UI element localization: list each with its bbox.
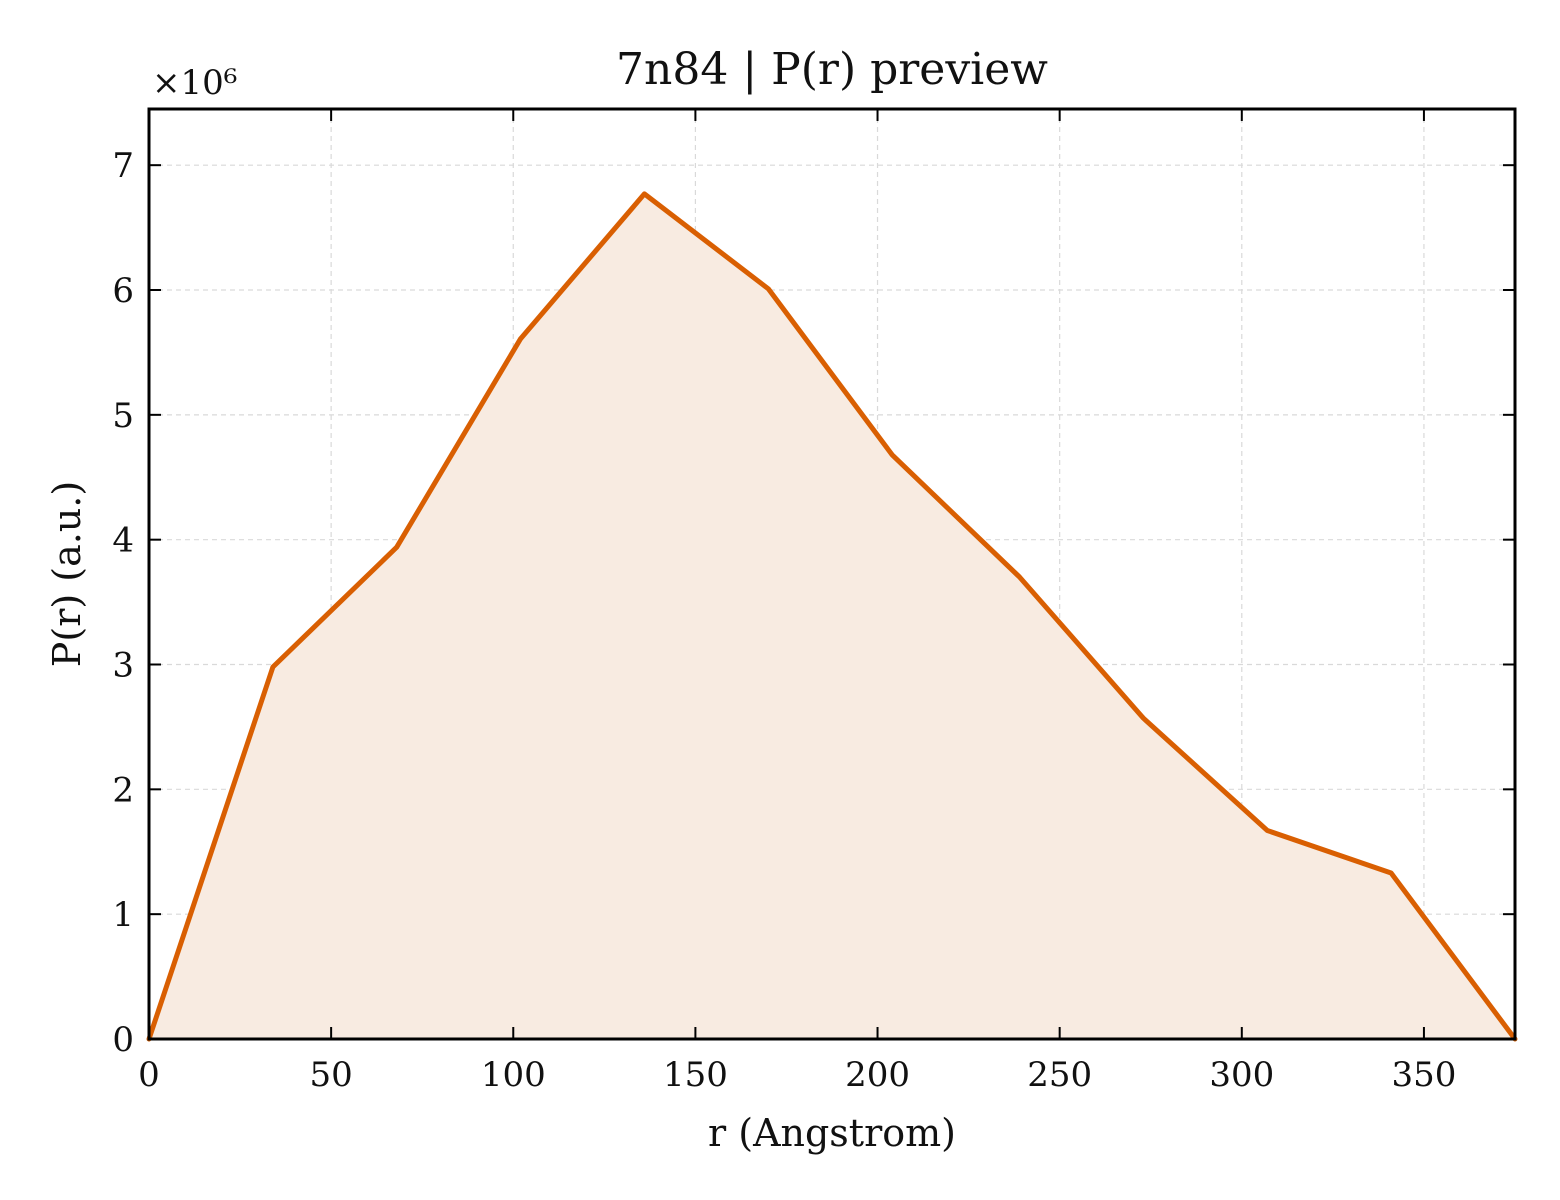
x-tick-label: 100 (481, 1055, 546, 1095)
pr-area-fill (149, 193, 1515, 1039)
x-tick-label: 350 (1391, 1055, 1456, 1095)
x-tick-label: 200 (845, 1055, 910, 1095)
x-tick-labels: 0 50 100 150 200 250 300 350 (138, 1055, 1456, 1095)
x-tick-label: 250 (1027, 1055, 1092, 1095)
pr-line (146, 191, 1518, 1042)
x-tick-label: 150 (663, 1055, 728, 1095)
y-multiplier: ×10⁶ (152, 63, 237, 103)
y-tick-label: 7 (112, 146, 134, 186)
y-axis-label: P(r) (a.u.) (45, 481, 89, 667)
x-tick-label: 0 (138, 1055, 160, 1095)
y-tick-label: 1 (112, 895, 134, 935)
y-tick-label: 3 (112, 646, 134, 686)
tick-marks (148, 109, 1515, 1040)
x-tick-label: 300 (1209, 1055, 1274, 1095)
line-layer (146, 191, 1518, 1042)
x-axis-label: r (Angstrom) (708, 1111, 956, 1155)
y-tick-label: 0 (112, 1020, 134, 1060)
area-layer (149, 193, 1515, 1039)
x-tick-label: 50 (310, 1055, 353, 1095)
chart-title: 7n84 | P(r) preview (616, 44, 1048, 95)
y-tick-labels: 0 1 2 3 4 5 6 7 (112, 146, 134, 1060)
plot-frame (147, 107, 1517, 1041)
y-tick-label: 4 (112, 521, 134, 561)
y-tick-label: 5 (112, 396, 134, 436)
y-tick-label: 6 (112, 271, 134, 311)
y-tick-label: 2 (112, 770, 134, 810)
